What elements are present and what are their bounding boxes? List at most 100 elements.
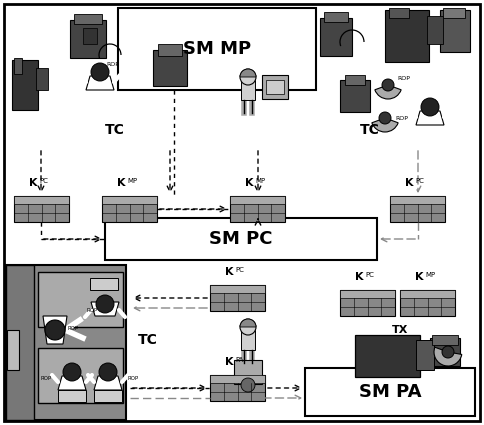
Text: ROP: ROP bbox=[106, 62, 120, 66]
Text: SM MP: SM MP bbox=[183, 40, 251, 58]
Text: ROP: ROP bbox=[128, 376, 139, 380]
Bar bbox=[230, 196, 285, 222]
Text: ROP: ROP bbox=[395, 116, 408, 121]
Wedge shape bbox=[375, 85, 401, 99]
Circle shape bbox=[421, 98, 439, 116]
Bar bbox=[38, 272, 123, 327]
Polygon shape bbox=[94, 376, 122, 390]
Bar bbox=[340, 290, 395, 316]
Bar bbox=[324, 12, 348, 22]
Bar bbox=[102, 196, 157, 204]
Bar bbox=[430, 338, 460, 366]
Circle shape bbox=[382, 79, 394, 91]
Bar bbox=[12, 60, 38, 110]
Bar bbox=[210, 285, 265, 311]
Bar bbox=[432, 335, 458, 345]
Bar bbox=[102, 196, 157, 222]
Text: K: K bbox=[30, 178, 38, 188]
Bar bbox=[400, 290, 455, 298]
Bar bbox=[443, 8, 465, 18]
Bar bbox=[389, 8, 409, 18]
Text: K: K bbox=[226, 357, 234, 367]
Bar bbox=[340, 290, 395, 298]
Bar bbox=[36, 68, 48, 90]
Text: PC: PC bbox=[365, 272, 374, 278]
Bar bbox=[83, 28, 97, 44]
Bar bbox=[345, 75, 365, 85]
Bar bbox=[210, 375, 265, 401]
Bar bbox=[7, 330, 19, 370]
Text: TX: TX bbox=[392, 325, 408, 335]
Text: ROP: ROP bbox=[68, 326, 79, 331]
Bar bbox=[6, 265, 126, 420]
Circle shape bbox=[96, 295, 114, 313]
Wedge shape bbox=[372, 118, 398, 132]
Bar bbox=[210, 285, 265, 293]
Circle shape bbox=[63, 363, 81, 381]
Circle shape bbox=[241, 378, 255, 392]
Wedge shape bbox=[240, 69, 256, 77]
Text: K: K bbox=[118, 178, 126, 188]
Text: PA: PA bbox=[235, 357, 243, 363]
Bar bbox=[266, 80, 284, 94]
Bar bbox=[241, 330, 255, 350]
Bar bbox=[340, 80, 370, 112]
Text: TC: TC bbox=[360, 123, 380, 137]
Polygon shape bbox=[58, 376, 86, 390]
Bar bbox=[70, 20, 106, 58]
Bar bbox=[94, 390, 122, 402]
Text: K: K bbox=[406, 178, 414, 188]
Text: K: K bbox=[226, 267, 234, 277]
Circle shape bbox=[240, 69, 256, 85]
Text: K: K bbox=[415, 272, 424, 282]
Polygon shape bbox=[86, 76, 114, 90]
Bar bbox=[355, 335, 420, 377]
Text: SM PC: SM PC bbox=[209, 230, 273, 248]
Circle shape bbox=[240, 319, 256, 335]
Wedge shape bbox=[240, 319, 256, 327]
Bar bbox=[320, 18, 352, 56]
Text: PC: PC bbox=[415, 178, 424, 184]
Bar bbox=[385, 10, 429, 62]
Bar bbox=[74, 14, 102, 24]
Bar bbox=[427, 16, 443, 44]
Bar bbox=[6, 265, 34, 420]
Text: PC: PC bbox=[39, 178, 48, 184]
Bar bbox=[390, 196, 445, 204]
Bar bbox=[305, 368, 475, 416]
Text: ROP: ROP bbox=[87, 308, 98, 312]
Bar bbox=[390, 196, 445, 222]
Polygon shape bbox=[43, 316, 67, 344]
Wedge shape bbox=[434, 347, 462, 366]
Bar bbox=[14, 196, 69, 222]
Circle shape bbox=[442, 346, 454, 358]
Bar bbox=[153, 50, 187, 86]
Text: ROP: ROP bbox=[41, 376, 52, 380]
Polygon shape bbox=[91, 302, 119, 316]
Bar bbox=[262, 75, 288, 99]
Bar bbox=[210, 375, 265, 383]
Bar bbox=[230, 196, 285, 204]
Bar bbox=[440, 10, 470, 52]
Bar bbox=[400, 290, 455, 316]
Bar bbox=[118, 8, 316, 90]
Bar bbox=[58, 390, 86, 402]
Circle shape bbox=[45, 320, 65, 340]
Text: MP: MP bbox=[255, 178, 265, 184]
Circle shape bbox=[91, 63, 109, 81]
Text: TC: TC bbox=[138, 333, 158, 347]
Text: SM PA: SM PA bbox=[359, 383, 421, 401]
Bar bbox=[416, 340, 434, 370]
Bar bbox=[234, 360, 262, 384]
Text: MP: MP bbox=[425, 272, 435, 278]
Bar bbox=[105, 218, 377, 260]
Bar bbox=[90, 278, 118, 290]
Bar bbox=[14, 196, 69, 204]
Text: K: K bbox=[245, 178, 254, 188]
Text: ROP: ROP bbox=[397, 76, 410, 80]
Text: TC: TC bbox=[105, 123, 125, 137]
Circle shape bbox=[99, 363, 117, 381]
Text: K: K bbox=[356, 272, 364, 282]
Bar bbox=[14, 58, 22, 74]
Bar bbox=[38, 348, 123, 403]
